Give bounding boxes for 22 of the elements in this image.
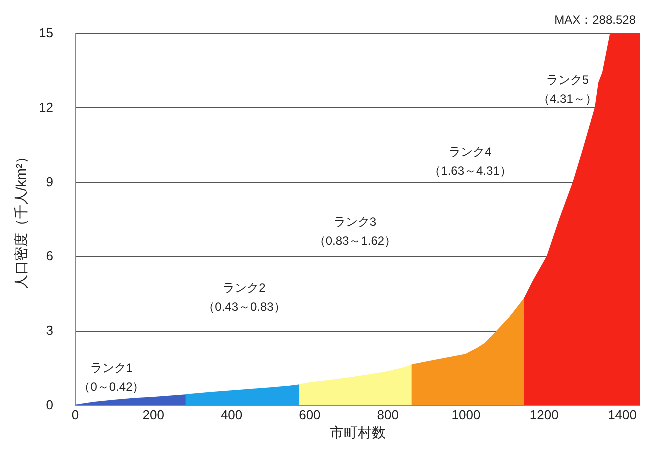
y-tick-label: 3 (46, 323, 54, 338)
annotation: ランク1 （0～0.42） (78, 360, 145, 394)
annotation: ランク3 （0.83～1.62） (314, 214, 397, 248)
y-tick-label: 0 (46, 398, 54, 412)
x-tick-label: 0 (72, 408, 80, 422)
y-tick-label: 15 (39, 26, 54, 40)
y-tick-label: 9 (46, 174, 54, 190)
text: MAX：288.528 (554, 13, 636, 27)
x-tick-label: 800 (377, 408, 399, 422)
x-tick-label: 200 (142, 408, 164, 422)
y-tick-label: 6 (46, 248, 54, 264)
y-tick-label: 12 (39, 100, 54, 115)
annotation: ランク2 （0.43～0.83） (203, 281, 286, 314)
y-axis-title: 人口密度（千人/km²） (13, 150, 30, 290)
x-tick-label: 400 (220, 408, 243, 422)
x-tick-label: 600 (299, 408, 321, 422)
annotation: ランク4 （1.63～4.31） (429, 145, 512, 178)
x-tick-label: 1000 (452, 408, 481, 422)
x-axis-title: 市町村数 (330, 424, 386, 440)
annotation: ランク5 （4.31～） (538, 72, 598, 106)
x-tick-label: 1200 (530, 408, 559, 422)
x-tick-label: 1400 (608, 408, 637, 422)
